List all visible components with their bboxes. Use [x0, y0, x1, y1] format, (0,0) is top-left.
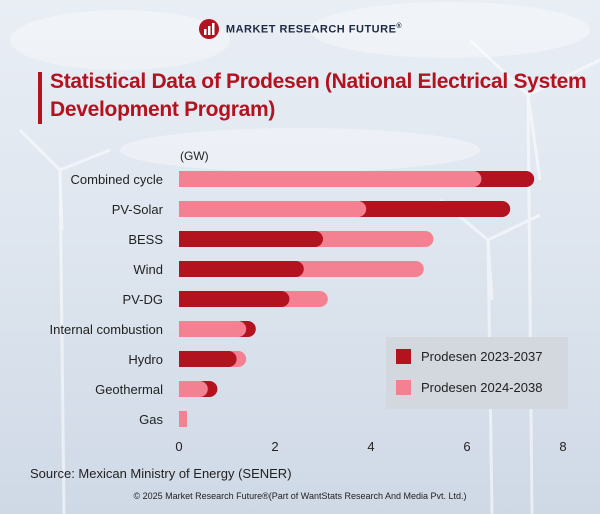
bar-left-edge: [179, 411, 187, 427]
category-label: Internal combustion: [50, 322, 163, 337]
bar-left-edge: [179, 231, 187, 247]
x-tick-label: 6: [463, 439, 470, 454]
legend-item-series1: Prodesen 2023-2037: [396, 349, 542, 364]
category-label: Hydro: [128, 352, 163, 367]
legend-label-series1: Prodesen 2023-2037: [421, 349, 543, 364]
axis-unit-label: (GW): [180, 149, 209, 163]
legend-swatch-series1: [396, 349, 411, 364]
chart-title: Statistical Data of Prodesen (National E…: [50, 70, 587, 121]
bar-left-edge: [179, 381, 187, 397]
category-label: Combined cycle: [71, 172, 164, 187]
x-tick-label: 2: [271, 439, 278, 454]
bar-series1: [179, 261, 304, 277]
brand-logo-icon: [198, 19, 219, 39]
brand-header: MARKET RESEARCH FUTURE®: [0, 18, 600, 40]
x-tick-label: 4: [367, 439, 374, 454]
category-label: PV-DG: [123, 292, 163, 307]
x-tick-label: 0: [175, 439, 182, 454]
legend-swatch-series2: [396, 380, 411, 395]
bar-left-edge: [179, 351, 187, 367]
bar-series2: [179, 171, 482, 187]
bar-series1: [179, 231, 323, 247]
chart-legend: Prodesen 2023-2037 Prodesen 2024-2038: [386, 337, 568, 409]
source-note: Source: Mexican Ministry of Energy (SENE…: [30, 466, 292, 481]
bar-left-edge: [179, 201, 187, 217]
category-label: BESS: [128, 232, 163, 247]
bar-left-edge: [179, 321, 187, 337]
bar-series1: [179, 351, 237, 367]
bar-left-edge: [179, 291, 187, 307]
category-label: PV-Solar: [112, 202, 164, 217]
title-accent-bar: [38, 72, 42, 124]
copyright-note: © 2025 Market Research Future®(Part of W…: [133, 491, 467, 501]
bar-left-edge: [179, 261, 187, 277]
legend-item-series2: Prodesen 2024-2038: [396, 380, 542, 395]
bar-left-edge: [179, 171, 187, 187]
x-tick-label: 8: [559, 439, 566, 454]
bar-series2: [179, 201, 367, 217]
category-label: Gas: [139, 412, 163, 427]
bar-series1: [179, 291, 290, 307]
category-label: Wind: [133, 262, 163, 277]
brand-name: MARKET RESEARCH FUTURE®: [225, 22, 403, 36]
bar-series2: [179, 321, 247, 337]
legend-label-series2: Prodesen 2024-2038: [421, 380, 543, 395]
category-label: Geothermal: [95, 382, 163, 397]
